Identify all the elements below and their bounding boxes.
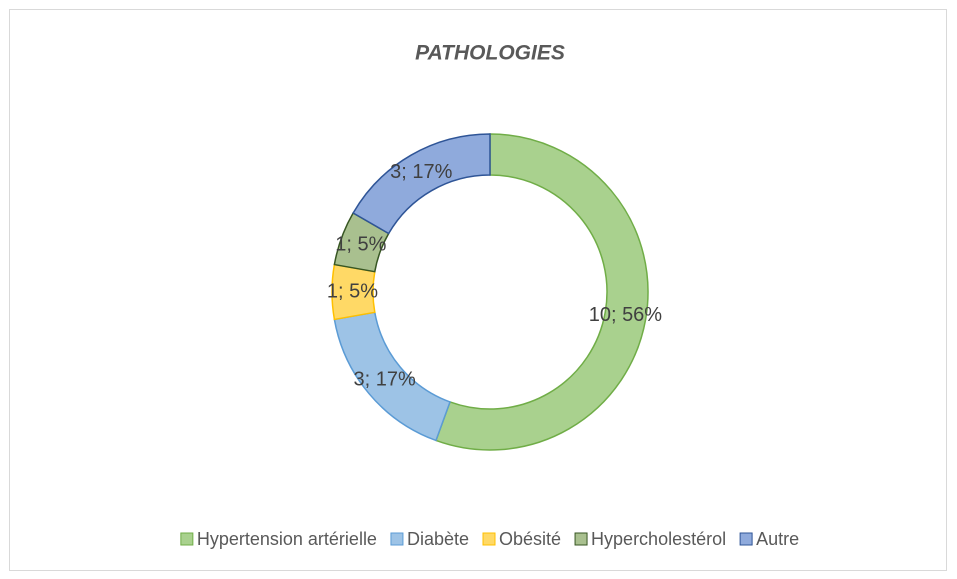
- data-label: 3; 17%: [390, 161, 452, 183]
- donut-segment: [434, 133, 649, 451]
- legend-item: Hypertension artérielle: [180, 529, 377, 549]
- legend-item: Obésité: [482, 529, 561, 549]
- legend-swatch: [739, 532, 753, 546]
- data-label: 1; 5%: [327, 280, 378, 302]
- legend-swatch: [390, 532, 404, 546]
- legend-item: Hypercholestérol: [574, 529, 726, 549]
- legend-label: Hypercholestérol: [591, 529, 726, 549]
- legend-swatch: [180, 532, 194, 546]
- legend-item: Diabète: [390, 529, 469, 549]
- chart-title: PATHOLOGIES: [415, 42, 565, 65]
- legend-swatch: [482, 532, 496, 546]
- legend-label: Diabète: [407, 529, 469, 549]
- legend-swatch: [574, 532, 588, 546]
- legend-label: Obésité: [499, 529, 561, 549]
- data-label: 1; 5%: [335, 233, 386, 255]
- legend-label: Autre: [756, 529, 799, 549]
- legend-item: Autre: [739, 529, 799, 549]
- chart-frame: [9, 9, 947, 571]
- legend-label: Hypertension artérielle: [197, 529, 377, 549]
- data-label: 10; 56%: [589, 304, 663, 326]
- donut-segment: [352, 133, 491, 235]
- data-label: 3; 17%: [354, 369, 416, 391]
